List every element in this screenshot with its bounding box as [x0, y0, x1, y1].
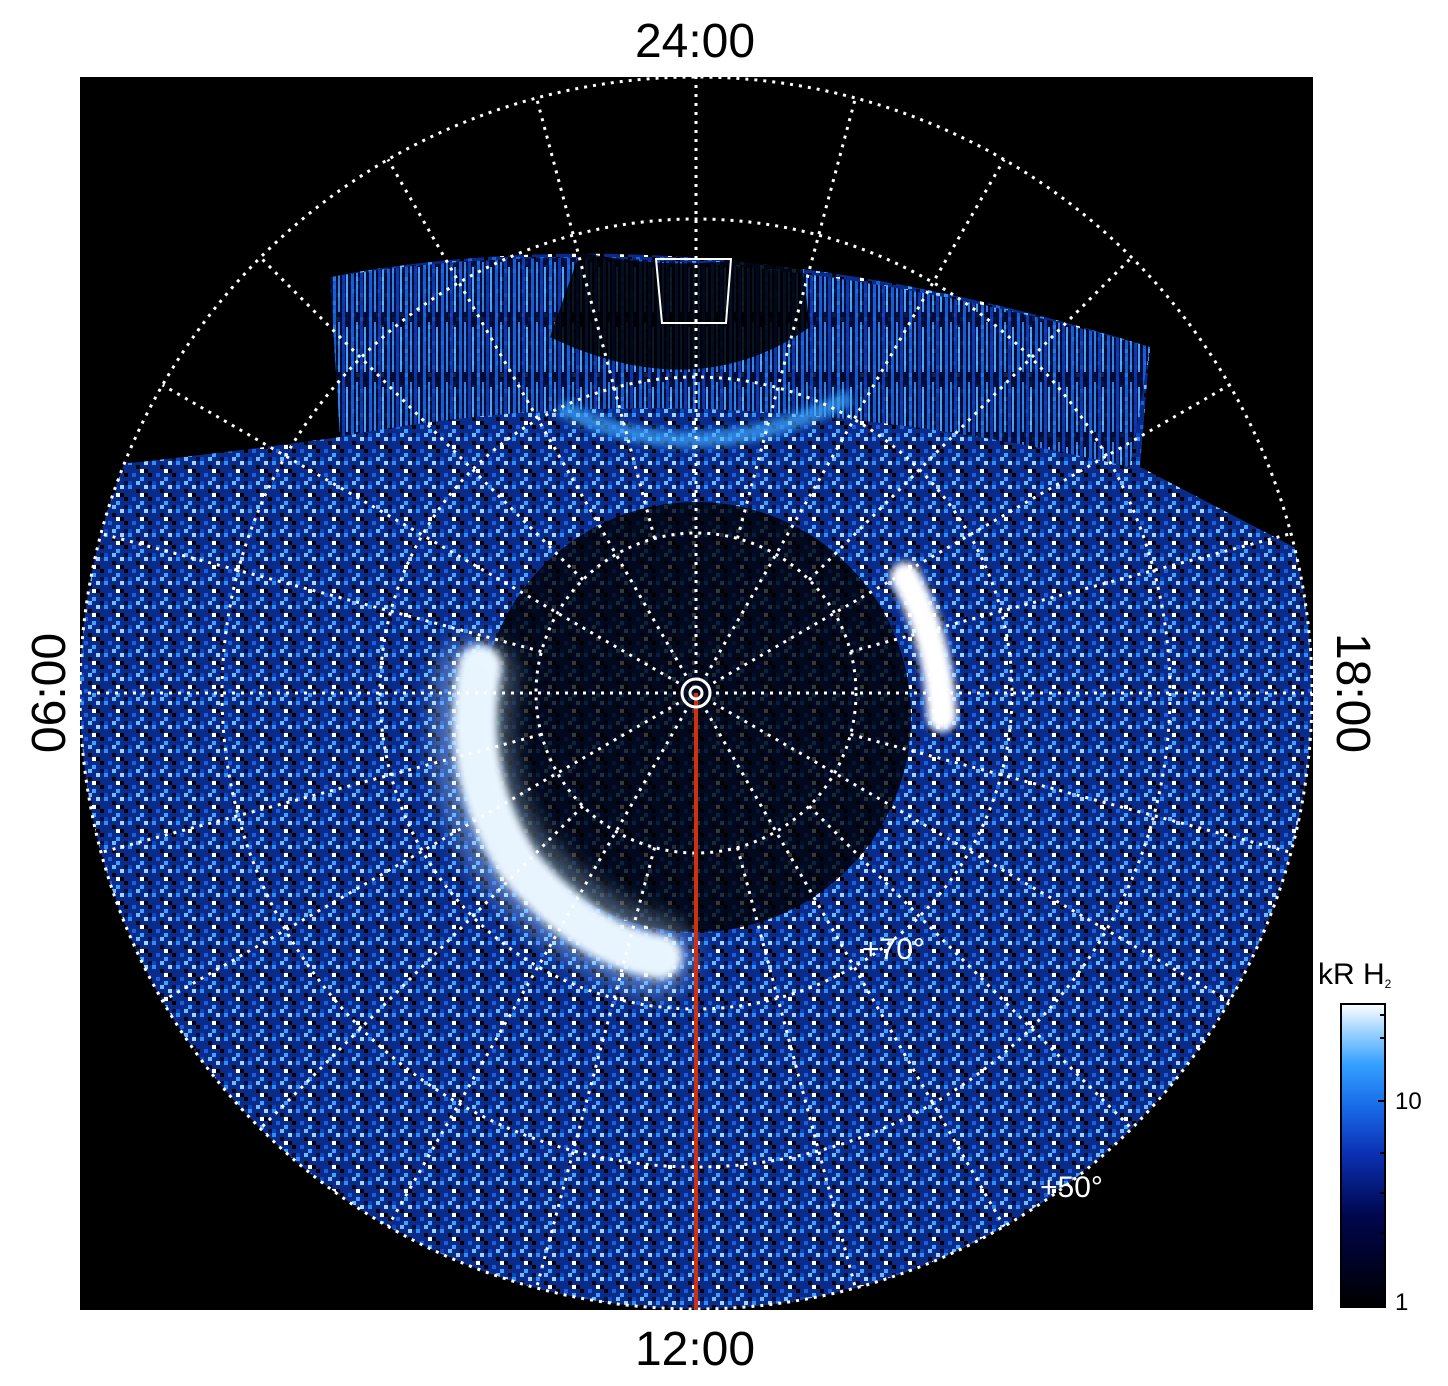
selection-box: [654, 258, 733, 324]
colorbar: [1340, 1003, 1386, 1308]
local-time-label-24: 24:00: [634, 15, 756, 68]
local-time-meridian: [712, 701, 1231, 1003]
local-time-label-06: 06:00: [23, 632, 76, 754]
colorbar-tick-10: 10: [1395, 1088, 1422, 1115]
colorbar-tick-1: 1: [1395, 1289, 1409, 1316]
local-time-meridian: [259, 256, 584, 581]
local-time-meridian: [850, 532, 1292, 654]
polar-aurora-map: +70° +50°: [80, 77, 1313, 1310]
colorbar-title: kR H2: [1318, 958, 1392, 991]
latitude-label-50: +50°: [1040, 1171, 1103, 1204]
dusk-auroral-arc: [890, 562, 957, 732]
local-time-meridian: [259, 805, 584, 1130]
latitude-circle-70: [534, 531, 858, 855]
local-time-meridian: [386, 158, 688, 677]
local-time-meridian: [808, 256, 1133, 581]
local-time-meridian: [100, 732, 542, 854]
local-time-meridian: [735, 847, 857, 1289]
latitude-circle-50: [220, 217, 1172, 1169]
local-time-meridian: [808, 805, 1133, 1130]
local-time-meridian: [704, 158, 1006, 677]
local-time-meridian: [161, 701, 680, 1003]
local-time-meridian: [712, 383, 1231, 685]
local-time-meridian: [161, 383, 680, 685]
pole-marker: [680, 677, 712, 709]
local-time-meridian: [535, 847, 657, 1289]
local-time-meridian: [735, 97, 857, 539]
local-time-label-12: 12:00: [634, 1323, 756, 1376]
local-time-meridian: [850, 732, 1292, 854]
latitude-label-70: +70°: [862, 933, 925, 966]
local-time-meridian: [386, 709, 688, 1228]
auroral-arcs: [430, 562, 957, 997]
local-time-meridian: [704, 709, 1006, 1228]
local-time-label-18: 18:00: [1326, 632, 1379, 754]
polar-grid: [80, 77, 1313, 1310]
local-time-meridian: [100, 532, 542, 654]
local-time-meridian: [535, 97, 657, 539]
